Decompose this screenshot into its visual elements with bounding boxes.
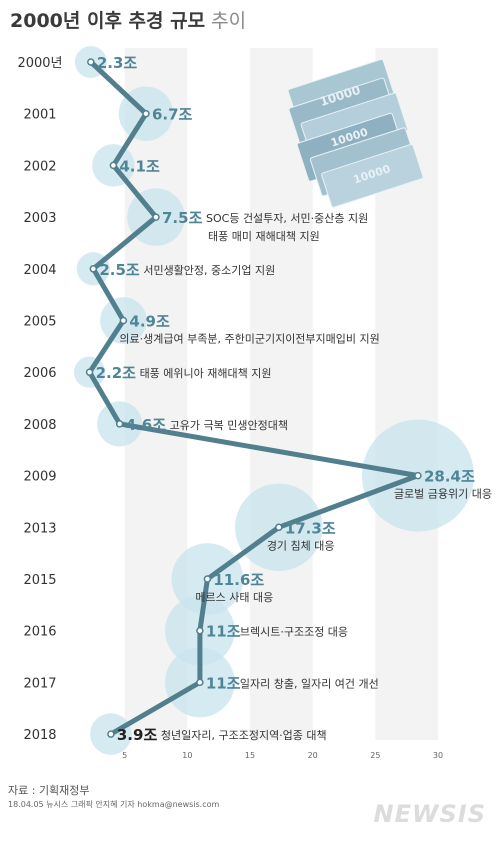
annotation-3-1: 태풍 매미 재해대책 지원 — [208, 229, 320, 243]
annotation-6-0: 태풍 에위니아 재해대책 지원 — [140, 366, 272, 380]
data-point-7 — [115, 420, 124, 428]
annotation-3-0: SOC등 건설투자, 서민·중산층 지원 — [206, 212, 368, 225]
title-main: 2000년 이후 추경 규모 — [10, 10, 206, 32]
value-label-9: 17.3조 — [285, 519, 336, 537]
data-point-0 — [87, 58, 95, 66]
source-note: 자료 : 기획재정부 — [8, 784, 90, 797]
year-labels: 2000년 2001 2002 2003 2004 2005 2006 2008 2009 201… — [17, 56, 62, 743]
data-point-3 — [152, 213, 160, 221]
value-labels: 2.3조 6.7조 4.1조 7.5조 2.5조 4.9조 2.2조 4.6조 28.4조 17.… — [96, 54, 475, 744]
year-label-3: 2003 — [23, 211, 56, 226]
year-label-0: 2000년 — [17, 56, 62, 71]
annotation-10-0: 메르스 사태 대응 — [195, 591, 273, 604]
data-point-12 — [196, 678, 204, 687]
annotation-12-0: 일자리 창출, 일자리 여건 개선 — [240, 676, 379, 690]
value-label-4: 2.5조 — [99, 261, 140, 279]
year-label-12: 2017 — [23, 676, 56, 691]
annotation-5-0: 의료·생계급여 부족분, 주한미군기지이전부지매입비 지원 — [119, 333, 379, 346]
year-label-8: 2009 — [23, 470, 56, 485]
year-label-11: 2016 — [23, 625, 56, 640]
x-tick-20: 20 — [308, 751, 318, 760]
value-label-13: 3.9조 — [117, 726, 158, 744]
value-label-12: 11조 — [206, 674, 241, 692]
year-label-2: 2002 — [23, 159, 56, 174]
value-label-10: 11.6조 — [213, 571, 264, 589]
data-point-13 — [107, 730, 115, 738]
x-tick-30: 30 — [433, 751, 443, 760]
year-label-4: 2004 — [23, 263, 56, 278]
value-label-1: 6.7조 — [152, 106, 193, 124]
year-label-1: 2001 — [23, 108, 56, 123]
annotation-8-0: 글로벌 금융위기 대응 — [394, 488, 492, 501]
series-line — [87, 59, 421, 737]
annotation-11-0: 브렉시트·구조조정 대응 — [240, 626, 348, 639]
annotation-4-0: 서민생활안정, 중소기업 지원 — [143, 263, 275, 277]
x-tick-15: 15 — [245, 751, 255, 760]
value-label-3: 7.5조 — [162, 209, 203, 227]
data-point-5 — [119, 316, 128, 325]
year-label-10: 2015 — [23, 573, 56, 588]
value-label-0: 2.3조 — [97, 54, 138, 72]
year-label-13: 2018 — [23, 728, 56, 743]
year-label-7: 2008 — [23, 418, 56, 433]
page-title: 2000년 이후 추경 규모 추이 — [10, 6, 246, 33]
data-point-8 — [414, 471, 422, 480]
year-label-5: 2005 — [23, 315, 56, 330]
value-label-11: 11조 — [206, 623, 241, 641]
year-label-6: 2006 — [23, 366, 56, 381]
annotation-9-0: 경기 침체 대응 — [267, 539, 335, 552]
annotation-7-0: 고유가 극복 민생안정대책 — [170, 419, 288, 432]
value-label-8: 28.4조 — [424, 468, 475, 486]
value-label-7: 4.6조 — [126, 416, 167, 434]
data-point-1 — [142, 109, 150, 118]
credit-line: 18.04.05 뉴시스 그래픽 안지혜 기자 hokma@newsis.com — [8, 800, 220, 809]
money-stack-illustration: 10000 10000 10000 — [287, 58, 424, 208]
year-label-9: 2013 — [23, 521, 56, 536]
annotation-13-0: 청년일자리, 구조조정지역·업종 대책 — [161, 728, 327, 742]
data-points — [85, 58, 422, 738]
x-tick-25: 25 — [370, 751, 380, 760]
x-tick-5: 5 — [122, 751, 127, 760]
value-label-6: 2.2조 — [96, 364, 137, 382]
value-label-2: 4.1조 — [119, 157, 160, 175]
data-point-11 — [196, 626, 204, 635]
data-point-2 — [109, 161, 118, 170]
data-point-4 — [89, 265, 98, 273]
data-point-9 — [275, 523, 283, 532]
newsis-logo: NEWSIS — [373, 800, 486, 828]
data-point-6 — [85, 368, 94, 376]
grid-band-1 — [250, 48, 313, 740]
value-label-5: 4.9조 — [129, 313, 170, 331]
data-point-10 — [203, 575, 212, 583]
x-axis-ticks: 5 10 15 20 25 30 — [122, 751, 443, 760]
title-trend: 추이 — [211, 10, 247, 32]
x-tick-10: 10 — [182, 751, 192, 760]
